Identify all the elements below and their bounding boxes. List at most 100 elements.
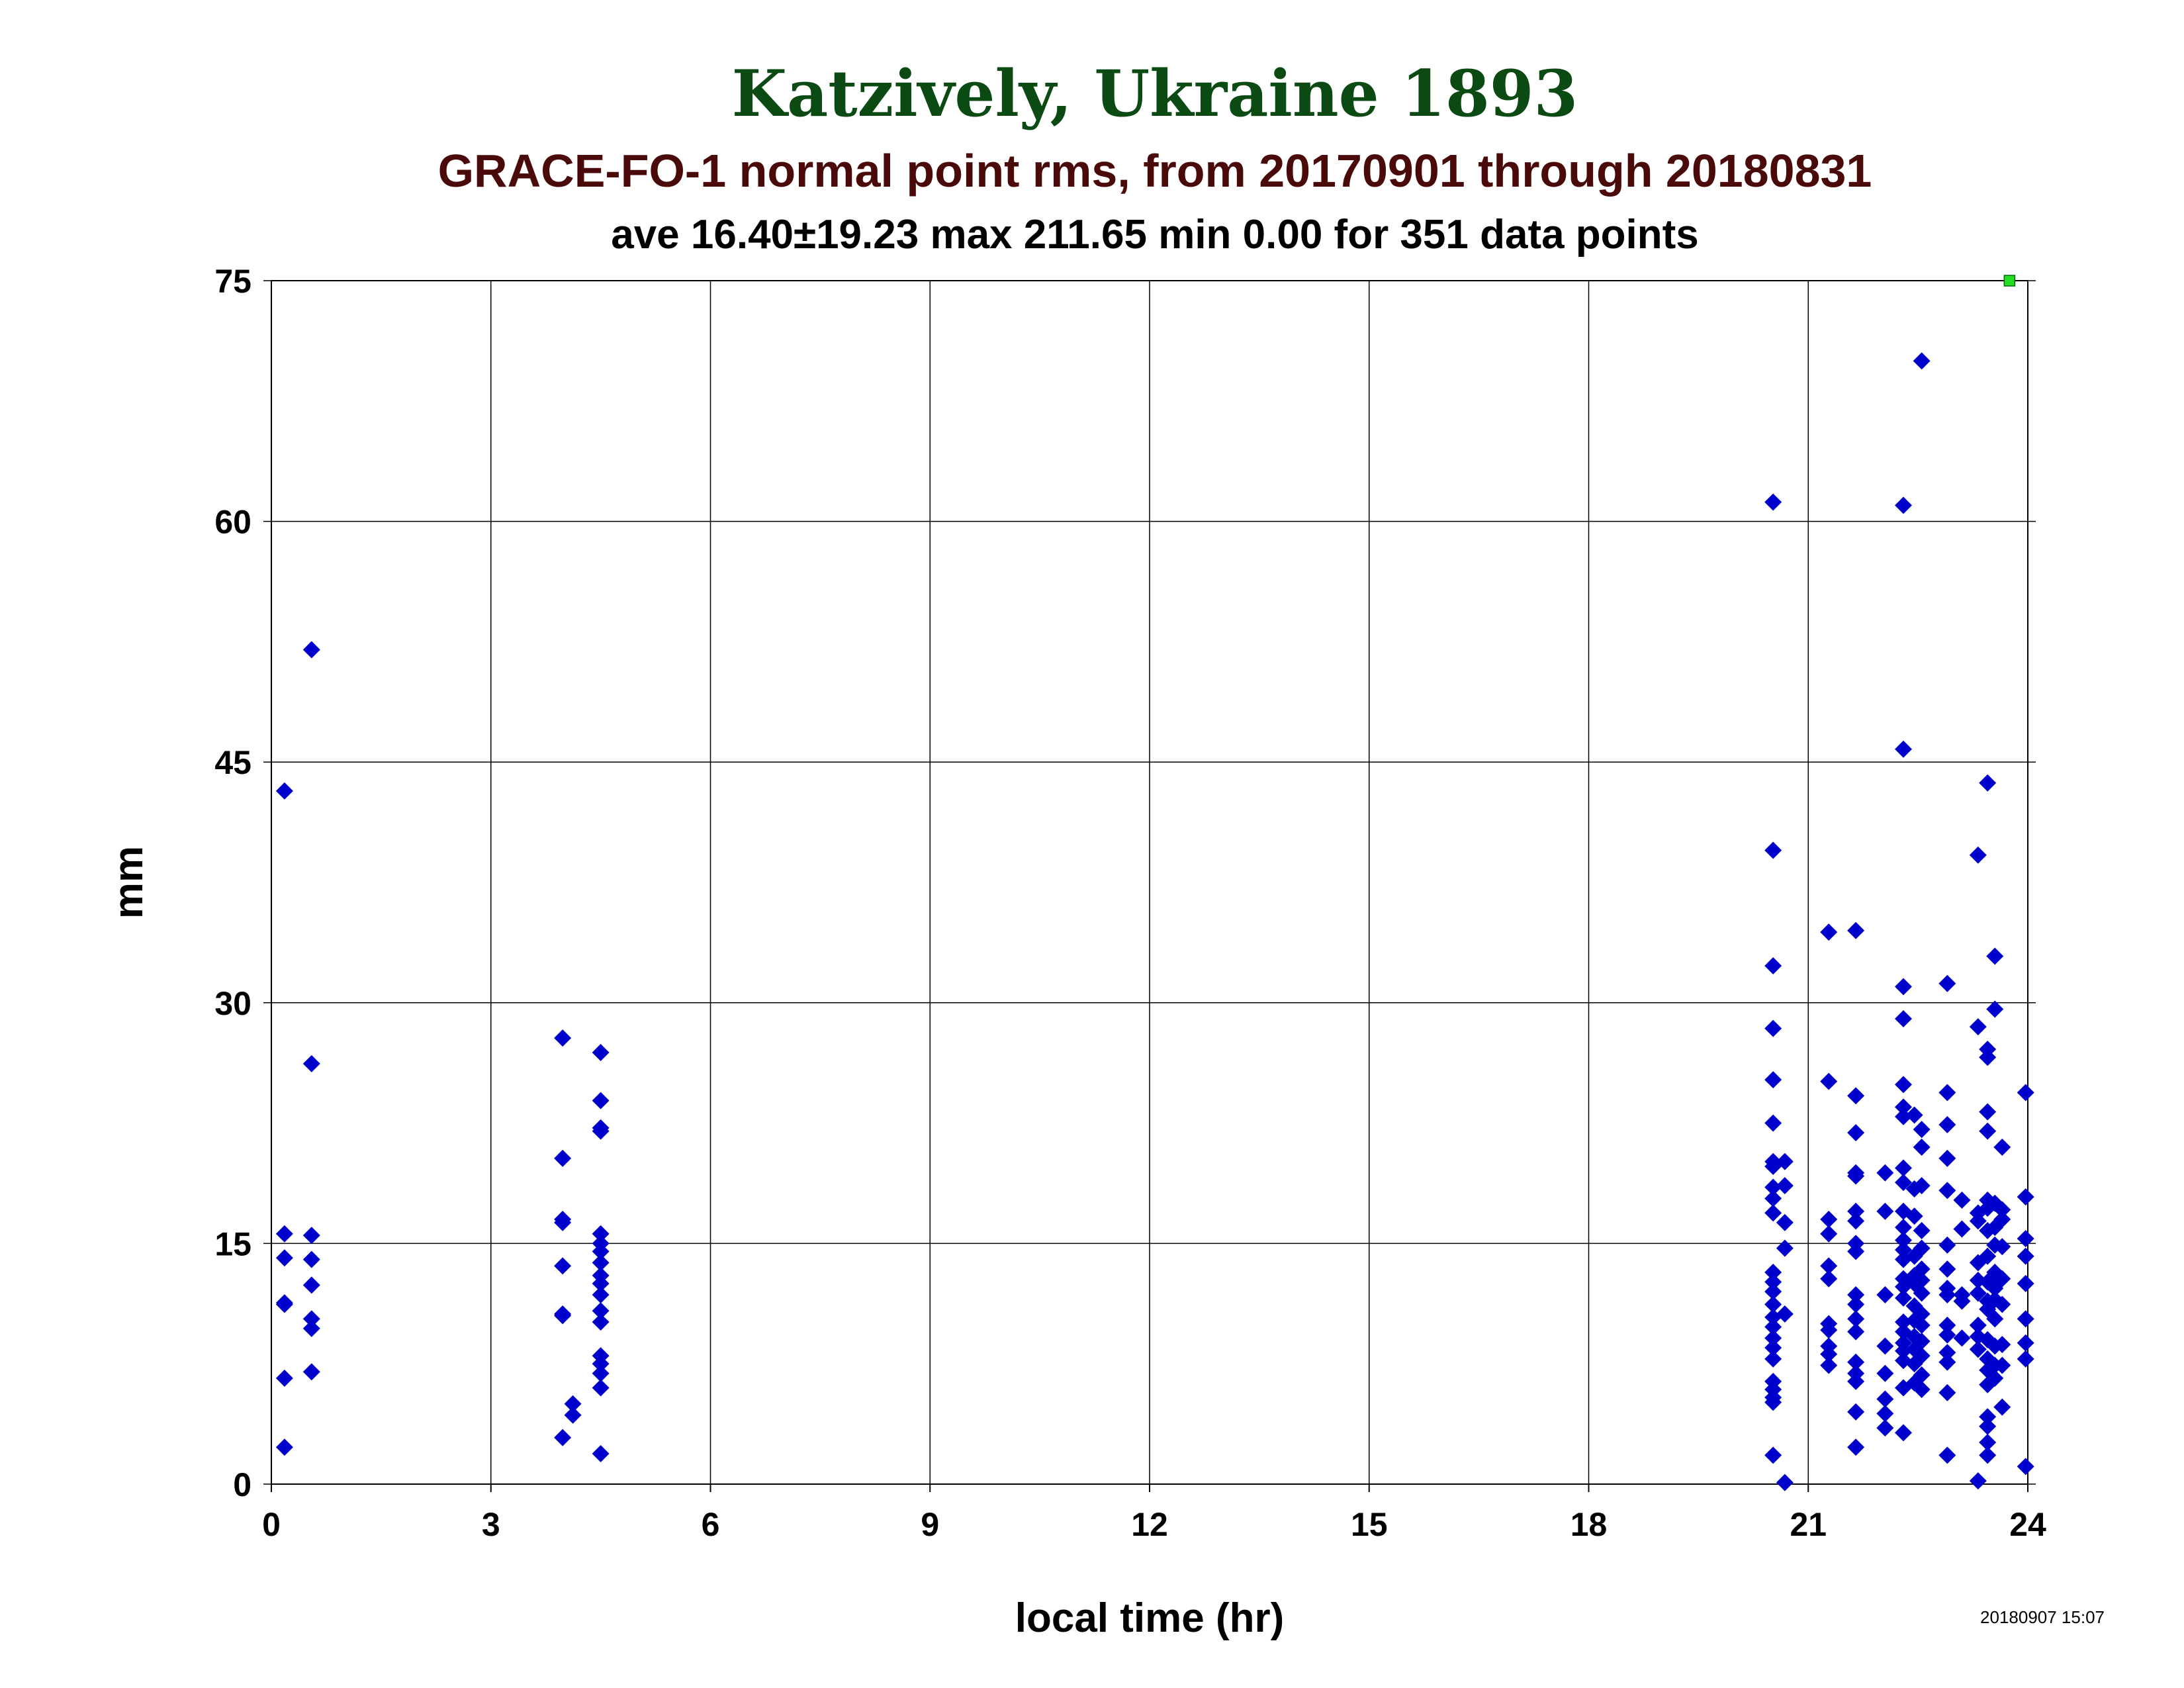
data-point	[1938, 1286, 1956, 1303]
data-point	[1979, 1446, 1997, 1464]
data-point	[592, 1043, 610, 1061]
x-tick-label: 6	[702, 1506, 720, 1543]
data-point	[1905, 1106, 1923, 1124]
data-point	[1969, 1018, 1987, 1036]
data-point	[302, 1319, 320, 1337]
data-point	[1953, 1220, 1971, 1238]
data-point	[1764, 841, 1782, 859]
data-point	[1764, 1295, 1782, 1313]
data-point	[592, 1444, 610, 1462]
data-point	[2017, 1247, 2034, 1265]
data-point	[1876, 1337, 1894, 1355]
data-point	[1764, 1338, 1782, 1356]
data-point	[1953, 1191, 1971, 1209]
data-point	[302, 641, 320, 659]
data-point	[1847, 1353, 1865, 1371]
data-point	[1820, 1270, 1838, 1288]
data-point	[302, 1250, 320, 1268]
data-point	[564, 1395, 582, 1413]
data-point	[1938, 974, 1956, 992]
data-point	[1847, 1167, 1865, 1185]
data-point	[592, 1379, 610, 1397]
data-point	[1820, 1072, 1838, 1090]
data-point	[1820, 1225, 1838, 1243]
data-point	[592, 1243, 610, 1260]
data-point	[1876, 1202, 1894, 1220]
data-point	[1969, 1340, 1987, 1358]
data-point	[1895, 1219, 1913, 1237]
data-point	[1993, 1295, 2011, 1313]
data-point	[1820, 1321, 1838, 1339]
data-point	[1979, 1103, 1997, 1121]
data-point	[1764, 1204, 1782, 1222]
y-tick-label: 60	[214, 504, 251, 541]
data-point	[592, 1313, 610, 1331]
data-point	[1993, 1398, 2011, 1416]
data-point	[1938, 1353, 1956, 1371]
data-point	[1993, 1211, 2011, 1229]
overflow-marker	[2003, 275, 2016, 287]
x-tick-label: 18	[1570, 1506, 1608, 1543]
data-point	[1776, 1474, 1794, 1491]
data-point	[1876, 1164, 1894, 1182]
data-point	[1993, 1201, 2011, 1219]
data-point	[554, 1149, 572, 1167]
data-point	[1913, 1138, 1931, 1156]
x-tick-label: 3	[482, 1506, 500, 1543]
data-point	[1847, 1243, 1865, 1260]
plot-frame	[271, 280, 2028, 1485]
y-tick-label: 45	[214, 744, 251, 781]
data-point	[1764, 1071, 1782, 1089]
data-point	[1847, 1124, 1865, 1142]
data-point	[275, 1295, 293, 1313]
data-point	[2017, 1310, 2034, 1328]
data-point	[302, 1055, 320, 1072]
data-point	[1979, 1417, 1997, 1435]
data-point	[1764, 1446, 1782, 1464]
data-point	[1895, 1107, 1913, 1125]
data-point	[1979, 1049, 1997, 1066]
data-point	[1913, 1380, 1931, 1398]
data-point	[592, 1254, 610, 1272]
data-point	[1969, 1284, 1987, 1302]
x-tick-label: 12	[1131, 1506, 1168, 1543]
y-tick-label: 75	[214, 263, 251, 300]
data-point	[1913, 1305, 1931, 1323]
data-point	[1913, 1177, 1931, 1195]
data-point	[1979, 1247, 1997, 1265]
data-point	[1764, 1273, 1782, 1291]
data-point	[1895, 1313, 1913, 1331]
data-point	[1953, 1292, 1971, 1310]
data-point	[1895, 496, 1913, 514]
y-axis-label: mm	[106, 846, 152, 919]
data-point	[1764, 1318, 1782, 1336]
data-point	[1913, 1222, 1931, 1240]
data-point	[1776, 1305, 1794, 1323]
data-point	[302, 1227, 320, 1244]
data-point	[1895, 1342, 1913, 1360]
data-point	[1938, 1236, 1956, 1254]
data-points	[275, 275, 2034, 1491]
data-point	[1847, 1323, 1865, 1340]
data-point	[1938, 1182, 1956, 1199]
data-point	[1913, 1347, 1931, 1365]
data-point	[1847, 1295, 1865, 1313]
data-point	[1895, 1424, 1913, 1442]
data-point	[1876, 1390, 1894, 1408]
data-point	[1938, 1084, 1956, 1102]
data-point	[1847, 1438, 1865, 1456]
data-point	[1876, 1405, 1894, 1423]
y-tick-label: 0	[233, 1466, 251, 1503]
data-point	[1764, 1019, 1782, 1037]
data-point	[1764, 1350, 1782, 1368]
data-point	[1993, 1356, 2011, 1374]
data-point	[1979, 774, 1997, 792]
data-point	[1820, 1356, 1838, 1374]
data-point	[592, 1355, 610, 1373]
data-point	[1979, 1433, 1997, 1451]
data-point	[1764, 493, 1782, 511]
data-point	[1986, 947, 2004, 965]
data-point	[2017, 1084, 2034, 1102]
data-point	[1847, 921, 1865, 939]
